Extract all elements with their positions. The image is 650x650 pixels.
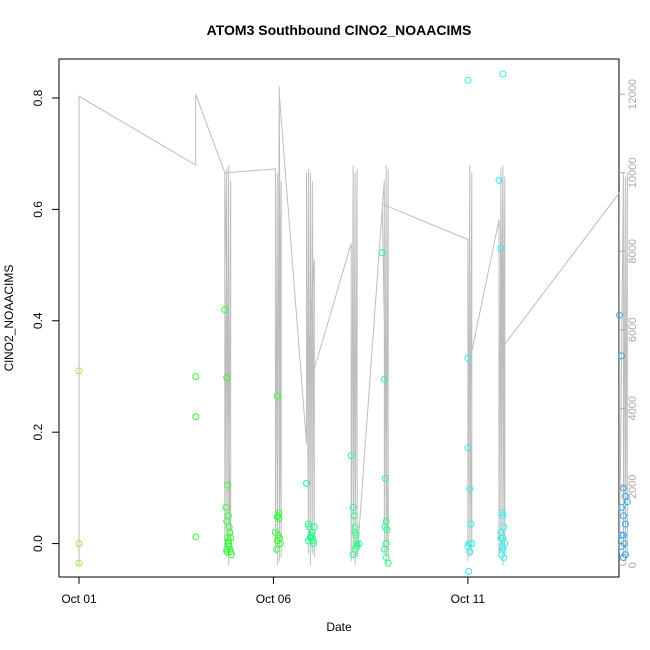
data-point [275, 515, 283, 522]
data-point [347, 452, 355, 460]
data-point [618, 503, 625, 511]
x-axis: Oct 01 Oct 06 Oct 11 [61, 577, 485, 606]
y2-axis: 0 2000 4000 6000 8000 10000 12000 [619, 79, 639, 568]
data-point [384, 559, 392, 567]
altitude-track [78, 86, 628, 566]
data-point [75, 540, 83, 548]
data-point [223, 374, 231, 382]
data-point [618, 542, 625, 550]
data-point [465, 540, 473, 548]
x-axis-label: Date [326, 620, 352, 634]
data-point [222, 503, 230, 511]
y-tick-label: 0.6 [31, 201, 45, 218]
data-point [381, 474, 389, 482]
data-point [192, 373, 200, 380]
data-point [381, 523, 389, 531]
data-point [226, 528, 234, 536]
data-point [467, 520, 475, 528]
data-point [499, 70, 507, 78]
data-point [350, 512, 358, 520]
data-point [224, 540, 232, 548]
data-point [304, 520, 312, 528]
data-point [623, 498, 631, 506]
data-point [273, 513, 281, 521]
data-point [75, 559, 83, 567]
data-point [464, 354, 472, 362]
y-tick-label: 0.8 [31, 89, 45, 106]
data-point [465, 567, 473, 575]
data-point [619, 484, 627, 492]
data-point [274, 531, 282, 539]
data-point [498, 542, 506, 550]
data-point [273, 545, 281, 553]
y2-tick-label: 4000 [627, 396, 639, 420]
data-point [223, 517, 231, 525]
data-point [224, 481, 232, 489]
data-point [619, 554, 627, 561]
y2-tick-label: 6000 [627, 318, 639, 342]
y-axis-label: ClNO2_NOAACIMS [2, 265, 16, 372]
data-point [619, 512, 627, 520]
data-point [352, 531, 360, 539]
data-point [310, 540, 317, 548]
data-point [466, 485, 474, 493]
data-point [355, 540, 363, 548]
y2-tick-label: 2000 [627, 474, 639, 498]
chart-title: ATOM3 Southbound ClNO2_NOAACIMS [207, 22, 472, 38]
y2-tick-label: 10000 [627, 158, 639, 189]
data-point [382, 540, 390, 548]
data-point [497, 244, 505, 252]
x-tick-label: Oct 06 [256, 592, 292, 606]
data-point [274, 512, 282, 520]
data-point [464, 444, 472, 452]
data-point [349, 503, 357, 511]
data-point [192, 533, 200, 541]
data-point [223, 548, 231, 556]
data-point [464, 76, 472, 84]
data-point [500, 554, 508, 561]
y2-tick-label: 0 [627, 562, 639, 568]
data-point [225, 537, 233, 545]
data-point [500, 523, 508, 531]
data-point [305, 523, 313, 531]
y2-tick-label: 12000 [627, 79, 639, 110]
data-point [351, 523, 359, 531]
data-point [308, 528, 316, 536]
y-axis: 0.0 0.2 0.4 0.6 0.8 [31, 89, 59, 552]
data-point [495, 176, 503, 184]
data-point [466, 548, 474, 556]
data-point [499, 512, 507, 520]
y-tick-label: 0.4 [31, 312, 45, 329]
data-point [192, 413, 200, 421]
data-point [618, 352, 625, 360]
data-point [498, 509, 506, 517]
data-point [380, 375, 388, 383]
plot-frame [58, 58, 620, 578]
data-point [619, 531, 627, 539]
data-point [378, 249, 386, 257]
x-tick-label: Oct 11 [451, 592, 486, 606]
data-point [616, 311, 624, 319]
data-point [273, 392, 281, 400]
y2-tick-label: 8000 [627, 239, 639, 263]
y-tick-label: 0.2 [31, 424, 45, 441]
data-point [497, 534, 505, 542]
data-points [75, 70, 631, 575]
altitude-line [78, 86, 628, 566]
data-point [303, 479, 310, 487]
data-point [75, 367, 83, 375]
y-tick-label: 0.0 [31, 535, 45, 552]
x-tick-label: Oct 01 [61, 592, 97, 606]
data-point [621, 520, 629, 528]
data-point [618, 531, 625, 539]
data-point [221, 306, 229, 314]
